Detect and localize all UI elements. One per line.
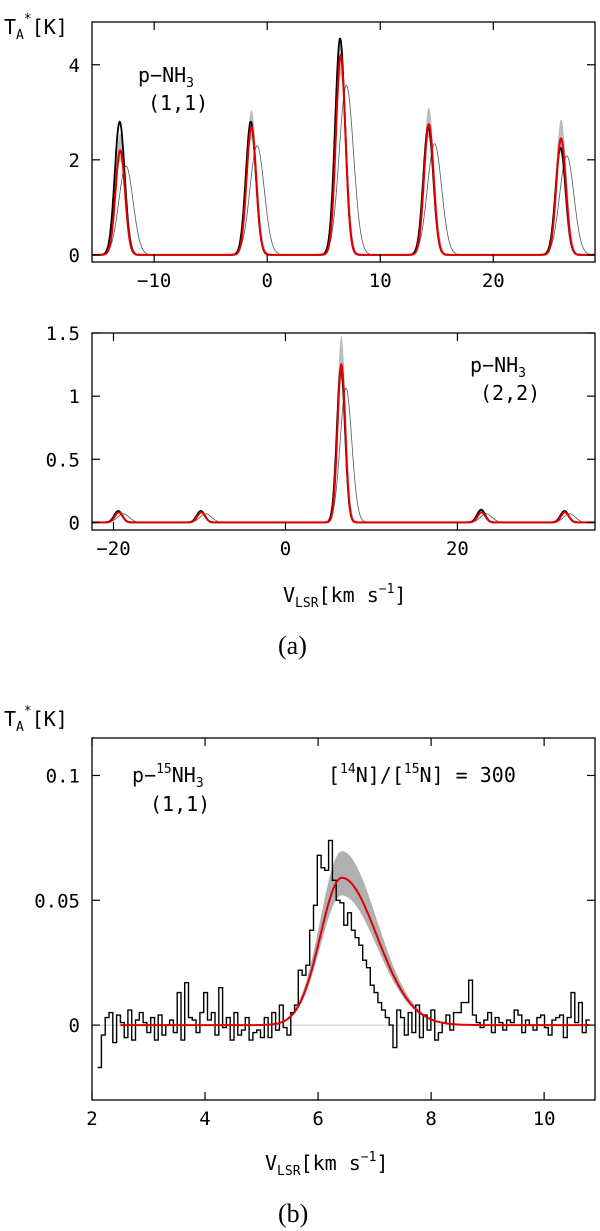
a1-species-label: p−NH3: [138, 63, 194, 91]
a2-y-tick-label: 0.5: [46, 449, 80, 471]
panel-a-top-nh3-1-1: −10 0 10 20 0 2 4: [69, 21, 596, 292]
panel-b-15nh3-1-1: 2 4 6 8 10 0 0.05 0.1: [34, 737, 596, 1130]
a2-transition-label: (2,2): [480, 381, 540, 405]
b-transition-label: (1,1): [150, 792, 210, 816]
a1-y-tick-label: 2: [69, 150, 80, 172]
a1-y-tick-label: 0: [69, 245, 80, 267]
a1-transition-label: (1,1): [148, 91, 208, 115]
a2-y-tick-label: 1: [69, 386, 80, 408]
b-x-tick-label: 10: [533, 1108, 556, 1130]
a1-x-tick-label: 10: [369, 270, 392, 292]
b-model-fit: [120, 876, 590, 1027]
b-plot-area: [92, 839, 595, 1069]
a2-species-label: p−NH3: [470, 353, 526, 381]
a2-x-axis-title: VLSR[km s−1]: [283, 582, 406, 611]
a1-model-fit: [92, 53, 595, 256]
a2-x-tick-label: 0: [280, 538, 291, 560]
a2-model-range-band: [92, 335, 595, 523]
b-observed-spectrum: [97, 839, 590, 1069]
a1-y-axis-title: TA*[K]: [4, 12, 68, 43]
b-x-tick-label: 8: [425, 1108, 436, 1130]
a2-plot-frame: [91, 332, 596, 531]
caption-b: (b): [278, 1199, 308, 1228]
a2-y-tick-label: 0: [69, 512, 80, 534]
b-y-axis-title: TA*[K]: [4, 704, 68, 735]
b-plot-frame: [91, 737, 596, 1101]
b-y-tick-label: 0.05: [34, 890, 80, 912]
b-x-tick-label: 6: [312, 1108, 323, 1130]
a1-plot-area: [92, 37, 595, 256]
panel-a-bottom-nh3-2-2: −20 0 20 0 0.5 1 1.5: [46, 323, 596, 560]
b-x-axis-title: VLSR[km s−1]: [265, 1150, 388, 1179]
b-isotope-ratio-label: [14N]/[15N] = 300: [328, 762, 516, 787]
b-x-tick-label: 2: [86, 1108, 97, 1130]
caption-a: (a): [278, 631, 307, 660]
a2-y-tick-label: 1.5: [46, 323, 80, 345]
b-model-range-band: [261, 851, 465, 1025]
a1-x-tick-label: −10: [137, 270, 171, 292]
b-species-label: p−15NH3: [132, 762, 204, 791]
a1-y-tick-label: 4: [69, 55, 80, 77]
a1-plot-frame: [91, 21, 596, 263]
a1-x-tick-label: 0: [261, 270, 272, 292]
a2-plot-area: [92, 335, 595, 524]
a2-x-tick-label: −20: [96, 538, 130, 560]
a2-x-tick-label: 20: [446, 538, 469, 560]
b-x-tick-label: 4: [199, 1108, 210, 1130]
b-y-tick-label: 0: [69, 1015, 80, 1037]
a2-model-fit: [92, 362, 595, 524]
a1-x-tick-label: 20: [482, 270, 505, 292]
b-y-tick-label: 0.1: [46, 765, 80, 787]
